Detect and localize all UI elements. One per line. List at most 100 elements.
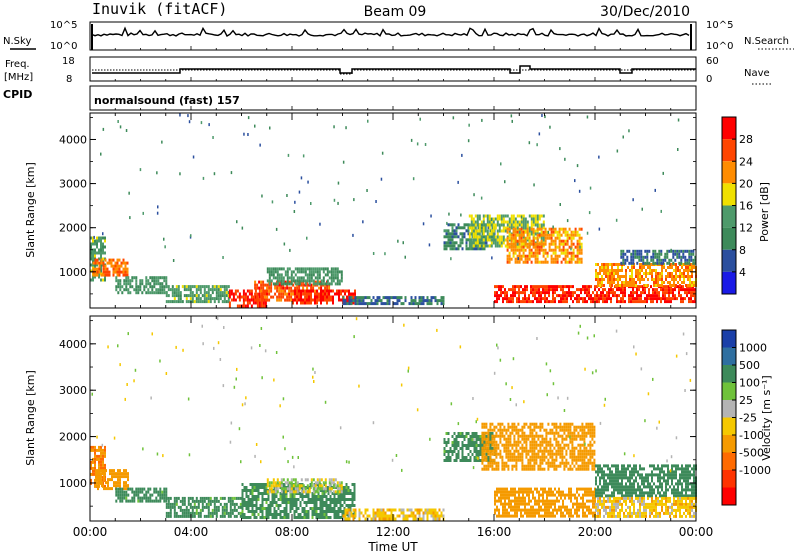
data-cell (542, 226, 545, 230)
data-cell (96, 258, 99, 262)
data-cell (540, 227, 543, 231)
data-cell (652, 255, 655, 259)
data-cell (209, 502, 212, 506)
data-cell (468, 123, 470, 127)
data-cell (273, 486, 276, 489)
data-cell (328, 487, 331, 491)
data-cell (617, 263, 619, 266)
data-cell (286, 267, 289, 271)
data-cell (648, 291, 650, 295)
data-cell (173, 291, 176, 295)
data-cell (596, 291, 598, 295)
data-cell (270, 481, 273, 485)
data-cell (338, 295, 340, 299)
data-cell (219, 285, 222, 289)
data-cell (445, 232, 448, 236)
data-cell (475, 450, 478, 453)
data-cell (565, 428, 568, 432)
data-cell (368, 296, 371, 300)
data-cell (94, 267, 97, 271)
data-cell (390, 514, 393, 518)
data-cell (595, 278, 597, 281)
data-cell (328, 270, 331, 274)
data-cell (447, 238, 450, 242)
data-cell (306, 292, 308, 296)
data-cell (604, 288, 606, 292)
data-cell (479, 247, 482, 251)
data-cell (567, 422, 570, 426)
data-cell (307, 513, 310, 516)
data-cell (211, 297, 214, 301)
data-cell (655, 284, 657, 287)
data-cell (535, 422, 538, 426)
data-cell (333, 501, 336, 504)
data-cell (117, 291, 120, 295)
data-cell (505, 437, 508, 441)
data-cell (521, 467, 524, 471)
data-cell (445, 459, 448, 462)
data-cell (353, 498, 356, 501)
data-cell (342, 302, 345, 306)
data-cell (632, 300, 634, 304)
data-cell (669, 275, 671, 278)
data-cell (307, 486, 310, 489)
data-cell (372, 252, 375, 255)
data-cell (570, 245, 573, 249)
data-cell (324, 481, 327, 485)
data-cell (115, 276, 118, 280)
data-cell (324, 298, 326, 302)
data-cell (634, 297, 636, 301)
data-cell (614, 294, 616, 298)
data-cell (555, 455, 558, 459)
data-cell (510, 226, 513, 230)
data-cell (149, 291, 152, 295)
data-cell (141, 490, 144, 494)
data-cell (104, 454, 106, 458)
data-cell (294, 490, 297, 494)
data-cell (322, 295, 324, 299)
data-cell (159, 285, 162, 289)
data-cell (241, 513, 244, 516)
data-cell (536, 254, 539, 258)
data-cell (562, 239, 565, 243)
data-cell (276, 478, 279, 482)
data-cell (167, 285, 170, 289)
data-cell (515, 440, 518, 444)
data-cell (319, 516, 322, 519)
data-cell (522, 248, 525, 252)
data-cell (514, 223, 517, 227)
data-cell (272, 270, 275, 274)
data-cell (640, 300, 642, 304)
data-cell (457, 223, 460, 227)
data-cell (570, 297, 572, 301)
data-cell (674, 249, 677, 253)
data-cell (269, 513, 272, 516)
data-cell (310, 286, 313, 290)
data-cell (548, 294, 550, 298)
data-cell (344, 289, 346, 293)
data-cell (137, 499, 140, 503)
data-cell (571, 461, 574, 465)
data-cell (123, 481, 125, 485)
data-cell (516, 297, 518, 301)
data-cell (657, 281, 659, 284)
data-cell (451, 453, 454, 456)
data-cell (501, 467, 504, 471)
data-cell (103, 478, 105, 482)
data-cell (213, 285, 216, 289)
data-cell (487, 452, 490, 456)
data-cell (191, 511, 194, 515)
data-cell (98, 257, 100, 261)
data-cell (638, 252, 641, 256)
data-cell (571, 434, 574, 438)
data-cell (243, 489, 246, 492)
data-cell (609, 269, 611, 272)
data-cell (292, 484, 295, 488)
data-cell (263, 483, 266, 486)
data-cell (566, 285, 568, 289)
data-cell (523, 425, 526, 429)
data-cell (549, 431, 552, 435)
data-cell (689, 266, 691, 269)
data-cell (639, 269, 641, 272)
data-cell (318, 276, 321, 280)
